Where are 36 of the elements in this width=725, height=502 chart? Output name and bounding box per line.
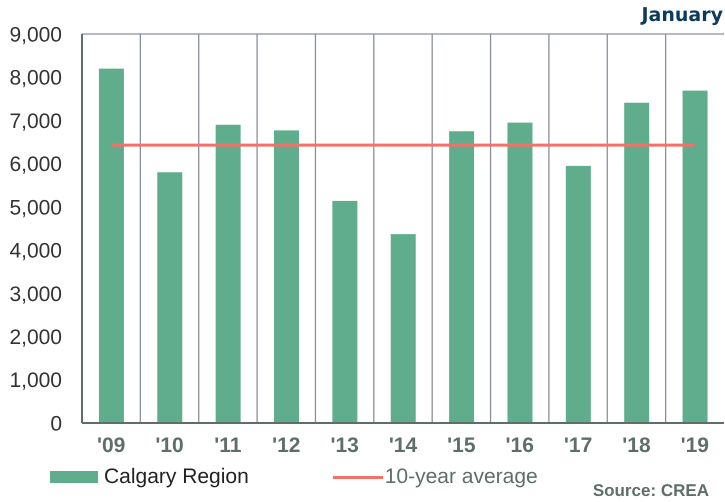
x-tick-label: '16 — [506, 434, 534, 457]
x-tick-label: '09 — [97, 434, 126, 457]
x-tick-label: '14 — [388, 434, 418, 457]
source-note: Source: CREA — [592, 481, 709, 501]
x-tick-label: '15 — [447, 434, 476, 457]
bar — [274, 130, 300, 423]
bar — [507, 122, 532, 423]
bar — [682, 90, 708, 423]
bar — [390, 234, 416, 423]
bar — [449, 131, 474, 423]
bar — [157, 172, 182, 423]
y-tick-label: 7,000 — [9, 110, 62, 133]
y-tick-label: 9,000 — [9, 23, 62, 46]
y-tick-label: 5,000 — [9, 196, 62, 220]
legend-label: Calgary Region — [104, 465, 249, 489]
y-tick-label: 4,000 — [9, 240, 62, 263]
x-tick-label: '19 — [680, 434, 709, 457]
x-tick-label: '10 — [155, 434, 184, 457]
x-tick-label: '13 — [330, 434, 359, 457]
x-tick-label: '11 — [214, 434, 242, 457]
y-tick-label: 1,000 — [9, 369, 62, 392]
chart-title: January — [641, 4, 723, 26]
legend-label: 10-year average — [384, 465, 538, 489]
y-tick-label: 2,000 — [9, 326, 62, 350]
bar — [624, 102, 650, 423]
y-tick-label: 8,000 — [9, 66, 62, 90]
bar — [98, 68, 124, 423]
y-tick-label: 0 — [50, 412, 62, 436]
x-tick-label: '17 — [564, 434, 592, 457]
x-tick-label: '12 — [272, 434, 300, 457]
bar — [216, 124, 241, 423]
x-tick-label: '18 — [622, 434, 651, 457]
bar — [332, 200, 358, 423]
y-tick-label: 3,000 — [9, 282, 62, 306]
y-tick-label: 6,000 — [9, 153, 62, 176]
bar — [566, 166, 591, 423]
